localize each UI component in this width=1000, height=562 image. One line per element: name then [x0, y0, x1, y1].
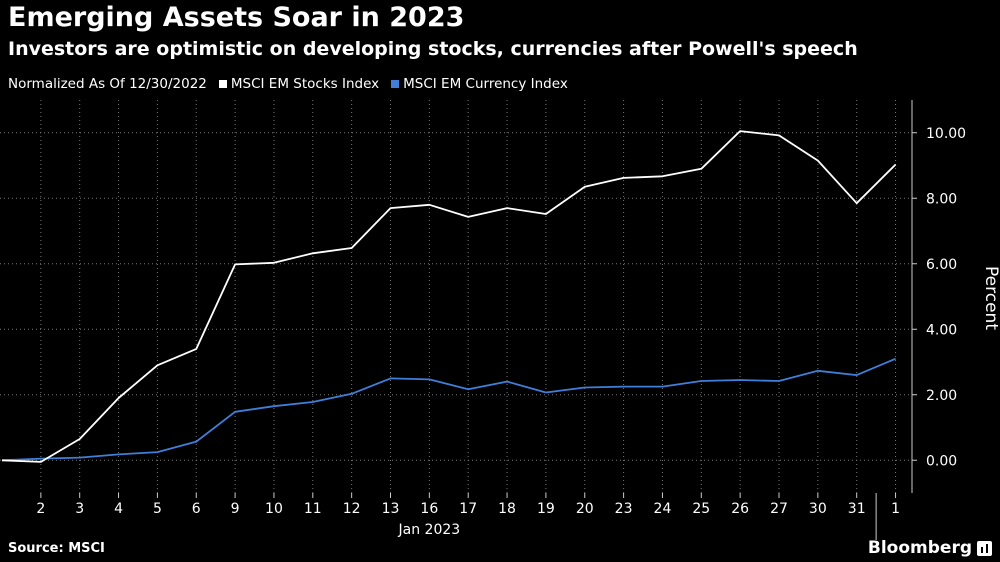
x-tick-label: 26 — [731, 501, 749, 517]
stocks-series-line — [1, 130, 897, 463]
legend-note: Normalized As Of 12/30/2022 — [8, 76, 207, 92]
x-tick-label: 12 — [343, 501, 361, 517]
bloomberg-chart-icon — [977, 540, 992, 556]
x-tick-label: 31 — [848, 501, 866, 517]
y-tick-label: 0.00 — [926, 453, 957, 469]
chart-subtitle: Investors are optimistic on developing s… — [8, 38, 858, 60]
x-tick-label: 2 — [36, 501, 45, 517]
x-tick-label: 18 — [498, 501, 516, 517]
x-tick-label: 1 — [891, 501, 900, 517]
y-axis-label: Percent — [981, 266, 1000, 330]
y-tick-label: 8.00 — [926, 191, 957, 207]
brand-name: Bloomberg — [867, 538, 972, 558]
x-tick-label: 25 — [692, 501, 710, 517]
legend-swatch-stocks — [218, 80, 227, 88]
source-note: Source: MSCI — [8, 541, 105, 556]
x-tick-label: 16 — [420, 501, 438, 517]
y-tick-label: 4.00 — [926, 322, 957, 338]
legend-item-currency: MSCI EM Currency Index — [391, 76, 568, 92]
legend-label-currency: MSCI EM Currency Index — [403, 76, 568, 92]
x-tick-label: 19 — [537, 501, 555, 517]
legend: Normalized As Of 12/30/2022 MSCI EM Stoc… — [8, 76, 580, 92]
legend-item-stocks: MSCI EM Stocks Index — [218, 76, 380, 92]
x-tick-label: 6 — [192, 501, 201, 517]
x-tick-label: 27 — [770, 501, 788, 517]
legend-label-stocks: MSCI EM Stocks Index — [230, 76, 380, 92]
legend-note-label: Normalized As Of 12/30/2022 — [8, 76, 207, 92]
currency-series-line — [1, 357, 896, 462]
x-tick-label: 24 — [654, 501, 672, 517]
y-tick-label: 6.00 — [926, 257, 957, 273]
x-tick-label: 20 — [576, 501, 594, 517]
x-tick-label: 13 — [382, 501, 400, 517]
x-month-label: Jan 2023 — [398, 522, 461, 538]
x-tick-label: 30 — [809, 501, 827, 517]
bloomberg-logo: Bloomberg — [868, 538, 992, 558]
y-tick-label: 10.00 — [926, 126, 966, 142]
x-tick-label: 5 — [153, 501, 162, 517]
x-tick-label: 23 — [615, 501, 633, 517]
x-tick-label: 3 — [75, 501, 84, 517]
legend-swatch-currency — [391, 80, 400, 88]
x-tick-label: 17 — [459, 501, 477, 517]
x-tick-label: 11 — [304, 501, 322, 517]
x-tick-label: 10 — [265, 501, 283, 517]
x-tick-label: 9 — [231, 501, 240, 517]
y-tick-label: 2.00 — [926, 388, 957, 404]
chart-title: Emerging Assets Soar in 2023 — [8, 2, 465, 33]
x-tick-label: 4 — [114, 501, 123, 517]
